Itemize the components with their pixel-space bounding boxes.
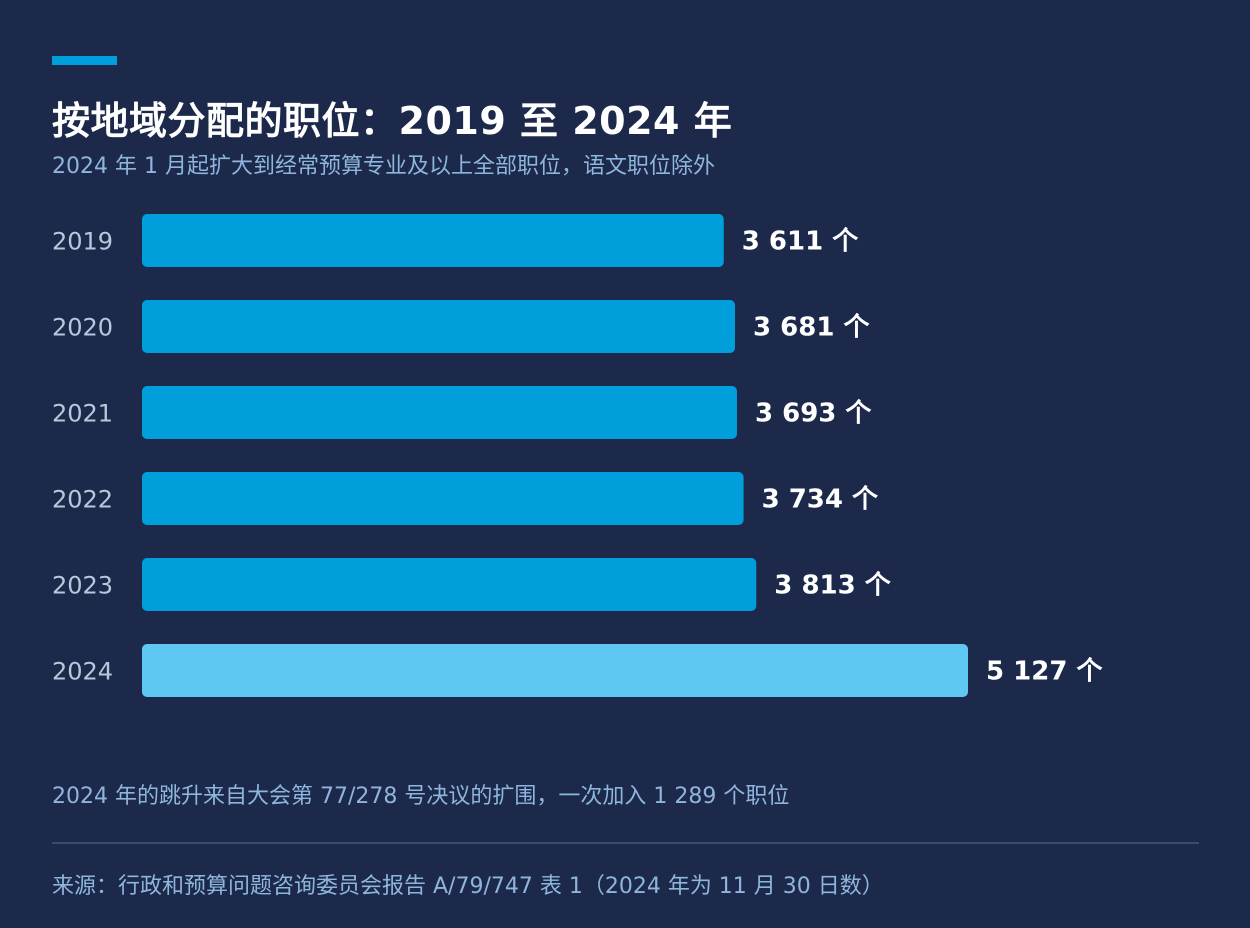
year-label-2022: 2022	[52, 486, 113, 514]
year-label-2020: 2020	[52, 314, 113, 342]
bar-2022	[142, 472, 744, 525]
accent-bar	[52, 56, 117, 65]
bar-chart: 2019 3 611 个 2020 3 681 个 2021 3 693 个 2022 3 7…	[52, 214, 1103, 697]
chart-title: 按地域分配的职位：2019 至 2024 年	[52, 99, 733, 143]
bar-2023	[142, 558, 757, 611]
value-label-2021: 3 693 个	[755, 399, 872, 429]
year-label-2021: 2021	[52, 400, 113, 428]
year-label-2023: 2023	[52, 572, 113, 600]
year-label-2019: 2019	[52, 228, 113, 256]
value-label-2024: 5 127 个	[986, 657, 1103, 687]
value-label-2020: 3 681 个	[753, 313, 870, 343]
bar-2021	[142, 386, 737, 439]
year-label-2024: 2024	[52, 658, 113, 686]
chart-subtitle: 2024 年 1 月起扩大到经常预算专业及以上全部职位，语文职位除外	[52, 154, 715, 179]
source-note: 来源：行政和预算问题咨询委员会报告 A/79/747 表 1（2024 年为 1…	[52, 874, 884, 899]
value-label-2022: 3 734 个	[762, 485, 879, 515]
value-label-2019: 3 611 个	[742, 227, 859, 257]
bar-2020	[142, 300, 736, 353]
bar-2019	[142, 214, 724, 267]
value-label-2023: 3 813 个	[774, 571, 891, 601]
chart-note: 2024 年的跳升来自大会第 77/278 号决议的扩围，一次加入 1 289 …	[52, 784, 790, 809]
divider	[52, 842, 1199, 844]
bar-2024	[142, 644, 968, 697]
